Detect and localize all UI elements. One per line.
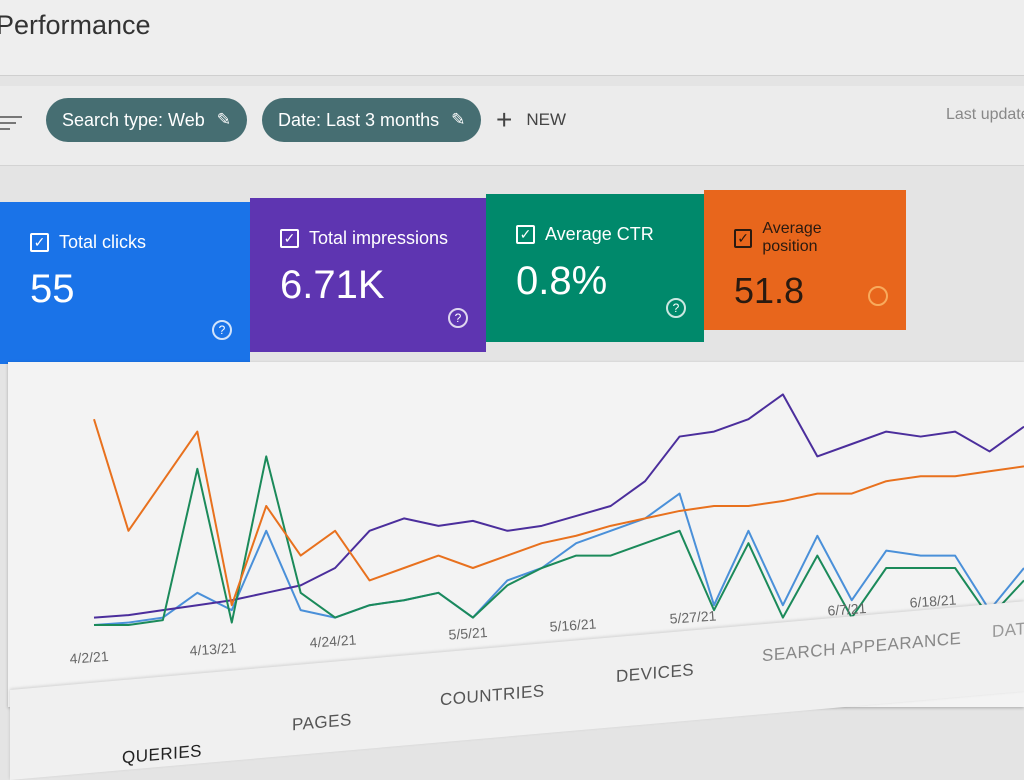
series-line-average-position [93, 418, 1024, 607]
checkbox-checked-icon[interactable]: ✓ [30, 233, 49, 252]
date-chip[interactable]: Date: Last 3 months ✎ [262, 98, 482, 142]
filter-bar: Search type: Web ✎ Date: Last 3 months ✎… [0, 86, 1024, 166]
header: Performance [0, 0, 1024, 76]
performance-chart: 4/2/21 4/13/21 4/24/21 5/5/21 5/16/21 5/27/21… [69, 393, 1024, 667]
tab-countries[interactable]: COUNTRIES [440, 681, 545, 710]
tab-dates[interactable]: DATES [992, 617, 1024, 642]
metric-card-ctr[interactable]: ✓ Average CTR 0.8% ? [486, 194, 704, 342]
tab-search-appearance[interactable]: SEARCH APPEARANCE [762, 628, 962, 666]
series-line-total-clicks [93, 492, 1024, 627]
checkbox-checked-icon[interactable]: ✓ [280, 229, 299, 248]
new-label: NEW [526, 110, 567, 129]
tab-queries[interactable]: QUERIES [122, 741, 203, 768]
checkbox-checked-icon[interactable]: ✓ [734, 228, 753, 248]
new-filter-button[interactable]: + NEW [496, 104, 566, 136]
help-icon[interactable] [868, 286, 888, 306]
help-icon[interactable]: ? [212, 320, 232, 340]
series-line-average-ctr [94, 455, 1024, 627]
search-type-chip[interactable]: Search type: Web ✎ [46, 98, 247, 142]
filter-icon[interactable] [0, 112, 22, 134]
metric-value: 55 [30, 267, 75, 311]
tab-pages[interactable]: PAGES [292, 710, 352, 735]
x-tick-label: 4/13/21 [189, 639, 237, 658]
x-tick-label: 5/16/21 [549, 615, 597, 634]
page-title: Performance [0, 10, 151, 40]
metric-card-impressions[interactable]: ✓ Total impressions 6.71K ? [250, 198, 486, 352]
last-updated: Last update [946, 106, 1024, 123]
metric-card-position[interactable]: ✓ Average position 51.8 [704, 190, 906, 330]
x-tick-label: 6/7/21 [827, 600, 867, 619]
metric-label: Total clicks [59, 232, 147, 252]
help-icon[interactable]: ? [666, 298, 686, 318]
metric-label: Average CTR [545, 224, 654, 244]
date-label: Date: Last 3 months [278, 109, 440, 130]
x-tick-label: 5/5/21 [448, 624, 488, 643]
plus-icon: + [496, 104, 513, 135]
metric-label: Total impressions [309, 228, 449, 248]
checkbox-checked-icon[interactable]: ✓ [516, 225, 535, 244]
metric-card-clicks[interactable]: ✓ Total clicks 55 ? [0, 202, 250, 364]
help-icon[interactable]: ? [448, 308, 468, 328]
metric-label: Average position [762, 220, 822, 255]
metric-value: 0.8% [516, 259, 608, 303]
metric-cards: ✓ Total clicks 55 ? ✓ Total impressions 6.… [0, 190, 1024, 365]
x-tick-label: 5/27/21 [669, 607, 717, 626]
metric-value: 51.8 [734, 270, 805, 311]
series-line-total-impressions [93, 393, 1024, 619]
x-tick-label: 6/18/21 [909, 591, 957, 610]
search-type-label: Search type: Web [62, 109, 205, 130]
metric-value: 6.71K [280, 263, 385, 307]
edit-pencil-icon: ✎ [451, 110, 466, 129]
x-tick-label: 4/24/21 [309, 631, 357, 650]
tab-devices[interactable]: DEVICES [616, 660, 695, 686]
x-tick-label: 4/2/21 [69, 648, 109, 667]
edit-pencil-icon: ✎ [216, 110, 231, 129]
